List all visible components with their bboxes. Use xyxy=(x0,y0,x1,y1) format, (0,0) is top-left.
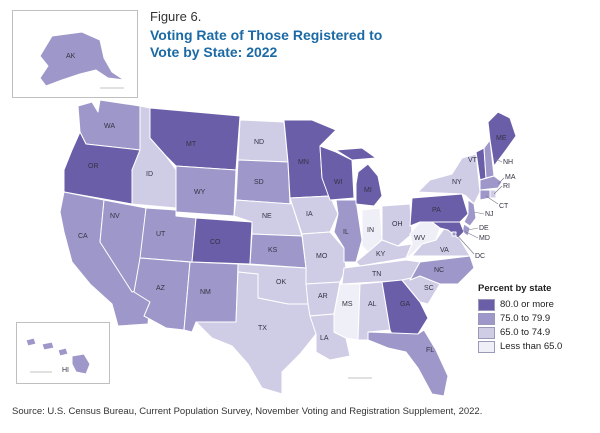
state-label-va: VA xyxy=(440,247,449,254)
state-shape-co xyxy=(191,217,253,265)
state-shape-oh xyxy=(381,203,413,247)
state-label-nc: NC xyxy=(434,267,444,274)
legend-swatch xyxy=(478,312,495,325)
legend-item: Less than 65.0 xyxy=(478,340,590,353)
state-label-ny: NY xyxy=(452,179,462,186)
state-label-ri: RI xyxy=(503,183,510,190)
state-label-la: LA xyxy=(320,335,329,342)
state-shape-ak xyxy=(39,31,125,87)
legend-item: 65.0 to 74.9 xyxy=(478,326,590,339)
state-label-ma: MA xyxy=(505,174,516,181)
state-label-wy: WY xyxy=(194,189,206,196)
state-label-ne: NE xyxy=(262,213,272,220)
state-shape-il xyxy=(333,199,363,263)
state-label-wa: WA xyxy=(104,123,115,130)
state-label-or: OR xyxy=(88,163,99,170)
state-label-mn: MN xyxy=(298,159,309,166)
state-label-il: IL xyxy=(343,229,349,236)
legend-title: Percent by state xyxy=(478,283,552,294)
state-label-ut: UT xyxy=(156,231,166,238)
legend-label: 75.0 to 79.9 xyxy=(500,313,551,324)
map-legend: Percent by state 80.0 or more 75.0 to 79… xyxy=(478,283,590,354)
state-label-de: DE xyxy=(479,225,489,232)
state-label-ks: KS xyxy=(268,247,278,254)
state-label-sd: SD xyxy=(254,179,264,186)
state-label-ia: IA xyxy=(306,211,313,218)
state-shape-ri xyxy=(489,189,497,199)
state-label-md: MD xyxy=(479,235,490,242)
state-label-tx: TX xyxy=(258,325,267,332)
state-label-ms: MS xyxy=(342,301,353,308)
state-shape-wi xyxy=(319,145,355,201)
map-title: Voting Rate of Those Registered to Vote … xyxy=(150,27,383,60)
state-label-az: AZ xyxy=(156,285,166,292)
state-label-ak: AK xyxy=(66,53,76,60)
state-shape-ks xyxy=(249,233,307,269)
state-label-in: IN xyxy=(367,227,374,234)
state-label-nm: NM xyxy=(200,289,211,296)
state-label-wv: WV xyxy=(414,235,426,242)
state-label-nv: NV xyxy=(110,213,120,220)
state-label-nh: NH xyxy=(503,159,513,166)
state-shape-ct xyxy=(479,189,491,201)
state-shape-fl xyxy=(367,329,449,397)
state-label-id: ID xyxy=(146,171,153,178)
state-label-mo: MO xyxy=(316,253,328,260)
state-label-wi: WI xyxy=(334,179,343,186)
state-label-nd: ND xyxy=(254,139,264,146)
legend-swatch xyxy=(478,340,495,353)
state-shape-ms xyxy=(333,283,361,341)
figure-label: Figure 6. xyxy=(150,9,202,24)
state-label-fl: FL xyxy=(426,347,434,354)
state-shape-ma xyxy=(479,175,503,191)
legend-label: 80.0 or more xyxy=(500,299,554,310)
state-label-ar: AR xyxy=(318,293,328,300)
state-label-mt: MT xyxy=(186,141,197,148)
source-note: Source: U.S. Census Bureau, Current Popu… xyxy=(12,406,483,417)
state-shape-nj xyxy=(463,199,477,227)
state-shape-dc xyxy=(451,231,457,237)
state-shape-me xyxy=(487,111,517,167)
state-label-ky: KY xyxy=(376,251,386,258)
state-label-co: CO xyxy=(210,239,221,246)
state-label-nj: NJ xyxy=(485,211,494,218)
state-label-me: ME xyxy=(496,135,507,142)
state-label-hi: HI xyxy=(62,367,69,374)
state-shape-tx xyxy=(195,271,317,395)
legend-swatch xyxy=(478,326,495,339)
legend-label: 65.0 to 74.9 xyxy=(500,327,551,338)
state-label-ok: OK xyxy=(276,279,286,286)
state-label-al: AL xyxy=(368,301,377,308)
state-shape-mi xyxy=(335,147,383,207)
state-label-mi: MI xyxy=(364,187,372,194)
state-label-ga: GA xyxy=(400,301,410,308)
state-label-ct: CT xyxy=(499,203,509,210)
legend-item: 80.0 or more xyxy=(478,298,590,311)
legend-label: Less than 65.0 xyxy=(500,341,563,352)
legend-item: 75.0 to 79.9 xyxy=(478,312,590,325)
state-label-dc: DC xyxy=(475,253,485,260)
state-label-tn: TN xyxy=(372,271,381,278)
legend-swatch xyxy=(478,298,495,311)
state-label-oh: OH xyxy=(392,221,403,228)
state-shape-wy xyxy=(175,165,237,217)
state-shape-ny xyxy=(417,153,481,205)
state-shape-hi xyxy=(25,337,91,375)
state-label-sc: SC xyxy=(424,285,434,292)
state-shape-ut xyxy=(139,207,197,263)
state-label-ca: CA xyxy=(78,233,88,240)
state-label-vt: VT xyxy=(468,157,478,164)
state-label-pa: PA xyxy=(432,207,441,214)
state-shape-nc xyxy=(409,255,475,285)
